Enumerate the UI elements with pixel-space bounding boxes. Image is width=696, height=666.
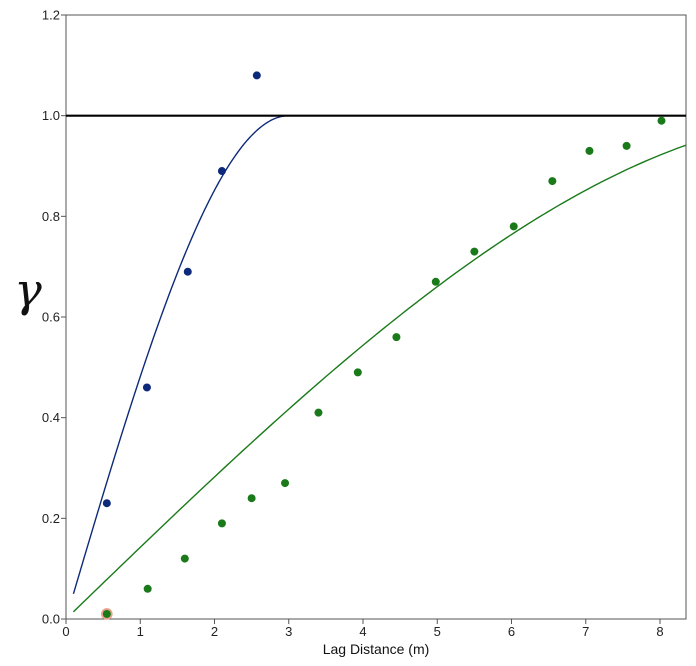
data-point-series-2 [217, 519, 226, 528]
data-point-series-2 [548, 177, 557, 186]
data-point-series-2 [470, 247, 479, 256]
data-point-series-1 [252, 71, 261, 80]
data-point-series-2 [314, 408, 323, 417]
model-curve-2 [72, 144, 687, 613]
data-point-series-2 [509, 222, 518, 231]
y-tick-label: 1.2 [42, 8, 60, 23]
data-point-series-2 [392, 333, 401, 342]
y-tick-label: 0.4 [42, 410, 60, 425]
data-point-series-2 [281, 479, 290, 488]
x-tick-label: 5 [434, 624, 441, 639]
data-point-series-2 [431, 277, 440, 286]
data-point-series-1 [217, 167, 226, 176]
data-point-series-2 [247, 494, 256, 503]
x-tick-label: 0 [62, 624, 69, 639]
data-point-series-1 [102, 499, 111, 508]
x-tick-label: 7 [582, 624, 589, 639]
data-point-series-2 [102, 609, 111, 618]
data-point-series-2 [657, 116, 666, 125]
y-tick-label: 0.6 [42, 310, 60, 325]
model-curve-1 [72, 114, 289, 595]
x-tick-label: 8 [656, 624, 663, 639]
data-point-series-2 [585, 146, 594, 155]
data-point-series-1 [183, 267, 192, 276]
data-point-series-1 [142, 383, 151, 392]
x-tick-label: 2 [211, 624, 218, 639]
data-point-series-2 [180, 554, 189, 563]
y-tick-label: 0.0 [42, 612, 60, 627]
y-tick-label: 1.0 [42, 108, 60, 123]
x-axis-title: Lag Distance (m) [323, 641, 430, 657]
x-tick-label: 1 [137, 624, 144, 639]
x-tick-label: 4 [359, 624, 366, 639]
y-tick-label: 0.2 [42, 511, 60, 526]
x-tick-label: 6 [508, 624, 515, 639]
y-axis-title: γ [14, 263, 42, 317]
x-tick-label: 3 [285, 624, 292, 639]
data-point-series-2 [353, 368, 362, 377]
data-point-series-2 [143, 584, 152, 593]
y-tick-label: 0.8 [42, 209, 60, 224]
data-point-series-2 [622, 141, 631, 150]
